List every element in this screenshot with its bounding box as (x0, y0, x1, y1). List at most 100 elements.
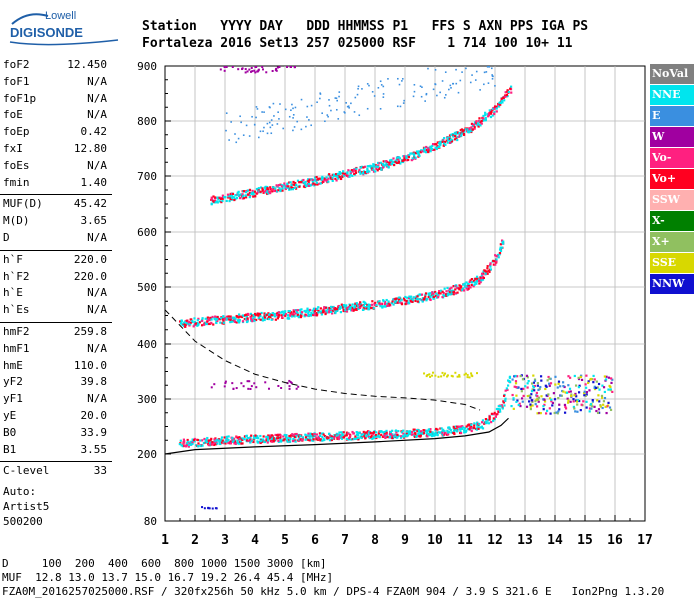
echo-point (207, 507, 210, 510)
echo-point (292, 129, 294, 132)
echo-point (381, 435, 384, 438)
echo-point (471, 128, 474, 131)
echo-point (318, 177, 321, 180)
echo-point (358, 114, 361, 117)
echo-point (230, 196, 234, 199)
echo-point (461, 71, 463, 73)
echo-point (412, 299, 415, 302)
echo-point (446, 138, 450, 142)
echo-point (357, 307, 360, 311)
echo-point (308, 308, 312, 312)
echo-point (470, 283, 473, 287)
x-tick-label: 17 (637, 533, 653, 548)
echo-point (413, 83, 416, 86)
echo-point (300, 311, 304, 314)
echo-point (344, 172, 347, 175)
echo-point (475, 422, 478, 426)
echo-point (320, 310, 323, 313)
echo-point (521, 378, 525, 381)
echo-point (252, 437, 256, 440)
echo-point (520, 390, 523, 393)
echo-point (324, 120, 326, 123)
echo-point (350, 307, 353, 310)
echo-point (566, 397, 569, 400)
echo-point (472, 279, 475, 283)
echo-point (459, 426, 462, 430)
echo-point (545, 385, 548, 388)
echo-point (261, 316, 265, 319)
echo-point (575, 395, 578, 398)
echo-point (387, 166, 390, 169)
x-tick-label: 9 (401, 533, 409, 548)
echo-point (427, 429, 430, 432)
echo-point (473, 121, 477, 124)
echo-point (366, 167, 369, 170)
echo-point (257, 312, 260, 316)
echo-point (245, 434, 248, 437)
y-tick-label: 800 (137, 115, 157, 128)
echo-point (494, 105, 497, 108)
echo-point (453, 432, 456, 436)
echo-point (598, 400, 601, 403)
echo-point (210, 437, 213, 440)
echo-point (219, 68, 222, 71)
echo-point (437, 375, 440, 378)
echo-point (589, 377, 593, 381)
echo-point (489, 264, 492, 267)
echo-point (211, 507, 214, 510)
echo-point (465, 287, 468, 290)
echo-point (292, 107, 294, 110)
echo-point (202, 323, 206, 326)
echo-point (497, 105, 501, 108)
echo-point (254, 71, 257, 74)
echo-point (188, 442, 191, 445)
echo-point (336, 99, 338, 102)
echo-point (421, 150, 424, 153)
echo-point (312, 182, 315, 185)
echo-point (369, 164, 372, 167)
echo-point (347, 432, 350, 435)
echo-point (351, 174, 354, 177)
echo-point (479, 276, 483, 279)
echo-point (535, 391, 538, 395)
echo-point (400, 298, 403, 301)
echo-point (562, 384, 565, 388)
echo-point (209, 439, 212, 442)
echo-point (465, 67, 467, 70)
echo-point (211, 315, 214, 319)
echo-point (432, 88, 435, 91)
echo-point (288, 436, 291, 439)
echo-point (213, 383, 216, 386)
param-row: fxI 12.80 (3, 142, 107, 158)
echo-point (359, 170, 362, 173)
echo-point (382, 160, 385, 163)
echo-point (385, 298, 388, 302)
param-name: foF2 (3, 58, 30, 71)
station-header: Station YYYY DAY DDD HHMMSS P1 FFS S AXN… (142, 18, 588, 52)
echo-point (337, 304, 341, 308)
echo-point (378, 300, 381, 303)
echo-point (389, 435, 392, 439)
echo-point (249, 441, 252, 444)
echo-point (402, 432, 405, 435)
echo-point (342, 170, 345, 173)
echo-point (487, 422, 491, 425)
muf-curve (164, 309, 481, 411)
echo-point (435, 296, 439, 299)
echo-point (265, 435, 268, 438)
echo-point (444, 143, 447, 146)
echo-point (201, 317, 204, 320)
echo-point (311, 436, 314, 439)
echo-point (433, 148, 436, 151)
echo-point (236, 441, 240, 445)
param-name: fxI (3, 142, 23, 155)
echo-point (284, 310, 287, 313)
echo-point (355, 307, 358, 310)
echo-point (306, 105, 309, 108)
echo-point (389, 434, 392, 437)
echo-point (210, 196, 213, 199)
echo-point (336, 175, 339, 179)
echo-point (397, 434, 400, 438)
echo-point (427, 149, 430, 152)
echo-point (339, 311, 343, 314)
